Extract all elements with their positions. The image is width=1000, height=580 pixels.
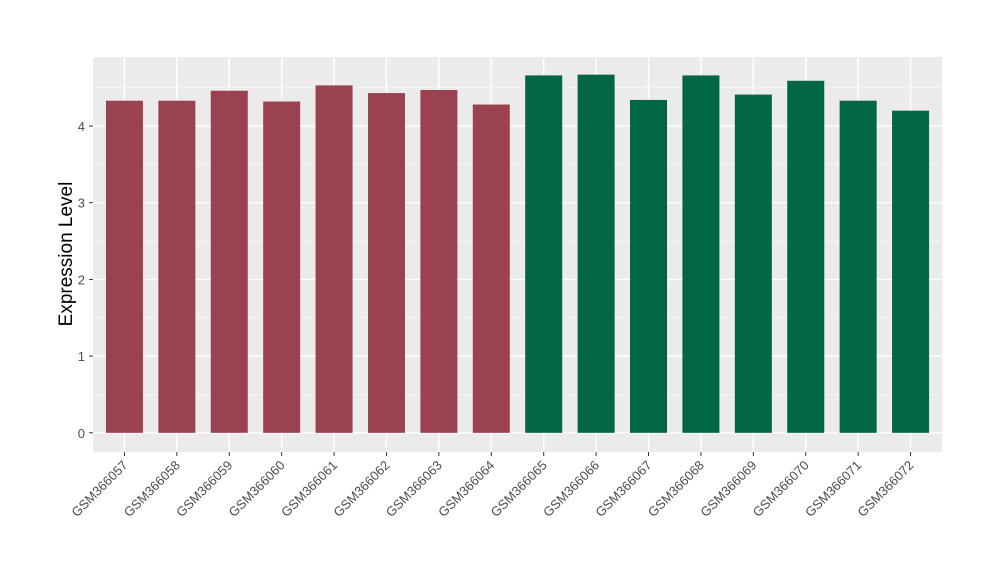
bar-GSM366065 [525,75,563,433]
bar-GSM366072 [892,110,930,433]
bar-GSM366061 [315,85,353,433]
x-tick-label: GSM366072 [854,458,916,520]
bar-GSM366069 [734,94,772,433]
bar-GSM366064 [472,104,510,433]
y-tick-label: 0 [78,426,85,441]
y-tick-label: 1 [78,349,85,364]
bar-GSM366063 [420,89,458,433]
bar-GSM366068 [682,75,720,433]
bar-GSM366066 [577,74,615,433]
bar-GSM366070 [787,80,825,433]
bar-GSM366060 [263,101,301,433]
y-axis-label: Expression Level [56,182,77,327]
y-tick-label: 3 [78,196,85,211]
bar-GSM366057 [105,100,143,433]
y-tick-label: 2 [78,272,85,287]
bar-GSM366059 [210,90,248,433]
bar-GSM366067 [630,99,668,433]
bar-GSM366062 [367,93,405,433]
bar-GSM366071 [839,100,877,433]
bar-GSM366058 [158,100,196,433]
y-tick-label: 4 [78,119,85,134]
